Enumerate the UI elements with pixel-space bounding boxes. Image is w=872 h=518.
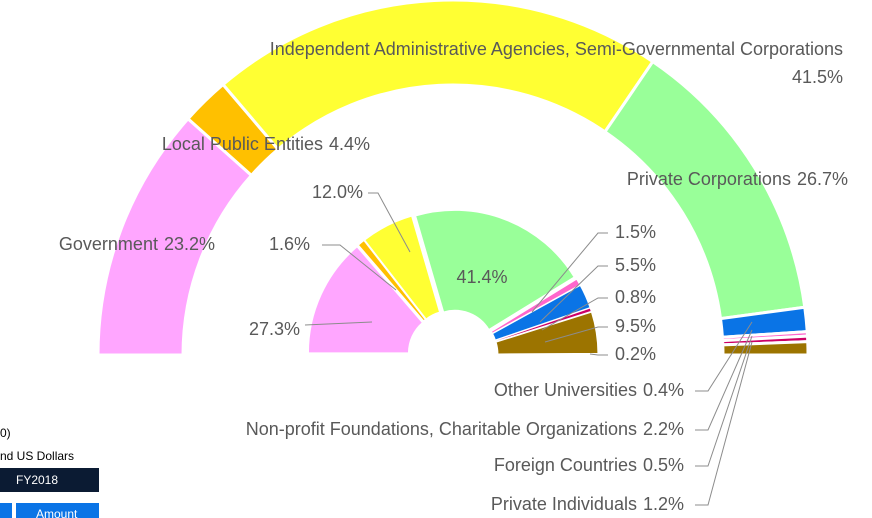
donut-segment bbox=[220, 0, 655, 152]
donut-segment bbox=[364, 215, 441, 320]
category-label: Local Public Entities bbox=[162, 134, 323, 154]
value-label: 41.5% bbox=[792, 67, 843, 87]
segment-label: Local Public Entities 4.4% bbox=[162, 134, 370, 154]
value-label: 41.4% bbox=[456, 267, 507, 287]
segment-label: Other Universities 0.4% bbox=[494, 380, 684, 400]
table-fragment: 0) nd US Dollars FY2018 Amount bbox=[0, 426, 99, 518]
leader-line bbox=[539, 265, 608, 323]
value-label: 4.4% bbox=[329, 134, 370, 154]
value-label: 1.2% bbox=[643, 494, 684, 514]
donut-segment bbox=[415, 209, 575, 331]
leader-line bbox=[368, 192, 411, 253]
value-label: 2.2% bbox=[643, 419, 684, 439]
value-label: 0.2% bbox=[615, 344, 656, 364]
category-label: Independent Administrative Agencies, Sem… bbox=[270, 39, 843, 59]
leader-line bbox=[531, 232, 608, 313]
category-label: Other Universities bbox=[494, 380, 637, 400]
donut-segment bbox=[357, 239, 426, 322]
segment-label: Private Individuals 1.2% bbox=[491, 494, 684, 514]
donut-segment bbox=[495, 311, 599, 355]
value-label: 1.6% bbox=[269, 234, 310, 254]
value-label: 5.5% bbox=[615, 255, 656, 275]
table-cell bbox=[0, 503, 12, 518]
donut-segment bbox=[490, 278, 581, 334]
leader-line bbox=[304, 321, 373, 326]
value-label: 26.7% bbox=[797, 169, 848, 189]
leader-line bbox=[695, 341, 753, 506]
table-cell bbox=[16, 503, 99, 518]
table-header-cell bbox=[0, 468, 99, 492]
donut-segment bbox=[497, 353, 599, 356]
donut-segment bbox=[494, 307, 592, 343]
category-label: Private Individuals bbox=[491, 494, 637, 514]
donut-segment bbox=[602, 59, 807, 321]
segment-label: Private Corporations 26.7% bbox=[627, 169, 848, 189]
leader-line bbox=[695, 329, 753, 431]
leader-line bbox=[589, 353, 608, 356]
category-label: Foreign Countries bbox=[494, 455, 637, 475]
value-label: 0.5% bbox=[643, 455, 684, 475]
value-label: 23.2% bbox=[164, 234, 215, 254]
donut-segment bbox=[721, 340, 810, 357]
category-label: Non-profit Foundations, Charitable Organ… bbox=[246, 419, 637, 439]
value-label: 1.5% bbox=[615, 222, 656, 242]
segment-label: Foreign Countries 0.5% bbox=[494, 455, 684, 475]
leader-line bbox=[695, 321, 753, 392]
table-header: FY2018 bbox=[16, 473, 58, 487]
leader-line bbox=[695, 335, 753, 467]
category-label: Private Corporations bbox=[627, 169, 791, 189]
value-label: 0.8% bbox=[615, 287, 656, 307]
table-unit: nd US Dollars bbox=[0, 449, 74, 463]
category-label: Government bbox=[59, 234, 158, 254]
value-label: 0.4% bbox=[643, 380, 684, 400]
leader-line bbox=[541, 297, 608, 331]
table-title: 0) bbox=[0, 426, 11, 440]
segment-label: Non-profit Foundations, Charitable Organ… bbox=[246, 419, 684, 439]
segment-label: Government 23.2% bbox=[59, 234, 215, 254]
value-label: 12.0% bbox=[312, 182, 363, 202]
leader-line bbox=[322, 244, 397, 291]
leader-line bbox=[544, 326, 608, 343]
value-label: 9.5% bbox=[615, 316, 656, 336]
table-subheader: Amount bbox=[36, 507, 78, 518]
value-label: 27.3% bbox=[249, 319, 300, 339]
